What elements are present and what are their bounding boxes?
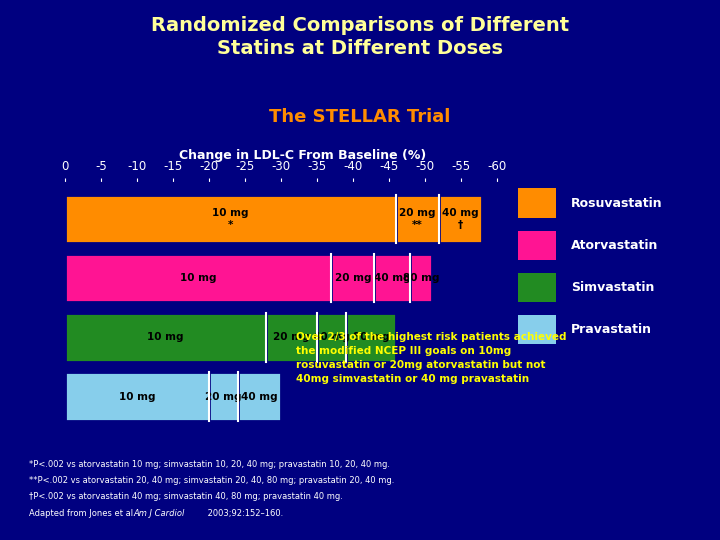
- Text: The STELLAR Trial: The STELLAR Trial: [269, 108, 451, 126]
- Bar: [238, 372, 281, 421]
- Text: 10 mg: 10 mg: [119, 392, 155, 402]
- Text: Change in LDL-C From Baseline (%): Change in LDL-C From Baseline (%): [179, 148, 426, 161]
- Text: 20 mg: 20 mg: [274, 333, 310, 342]
- Text: 2003;92:152–160.: 2003;92:152–160.: [205, 509, 284, 518]
- Bar: [65, 313, 266, 362]
- Bar: [518, 188, 556, 218]
- Text: Rosuvastatin: Rosuvastatin: [571, 197, 662, 210]
- Bar: [518, 273, 556, 302]
- Text: 40 mg
†: 40 mg †: [443, 208, 479, 230]
- Bar: [65, 372, 209, 421]
- Bar: [439, 195, 482, 244]
- Text: 40 mg: 40 mg: [374, 273, 410, 283]
- Text: Am J Cardiol: Am J Cardiol: [133, 509, 184, 518]
- Bar: [518, 315, 556, 344]
- Text: 80 mg: 80 mg: [403, 273, 439, 283]
- Bar: [410, 254, 432, 302]
- Text: Over 2/3 of the highest risk patients achieved
the modified NCEP III goals on 10: Over 2/3 of the highest risk patients ac…: [297, 332, 567, 383]
- Bar: [65, 254, 331, 302]
- Text: 20 mg
**: 20 mg **: [400, 208, 436, 230]
- Text: 20 mg: 20 mg: [205, 392, 241, 402]
- Text: 40 mg: 40 mg: [313, 333, 349, 342]
- Text: 10 mg: 10 mg: [180, 273, 216, 283]
- Text: *P<.002 vs atorvastatin 10 mg; simvastatin 10, 20, 40 mg; pravastatin 10, 20, 40: *P<.002 vs atorvastatin 10 mg; simvastat…: [29, 460, 390, 469]
- Bar: [65, 195, 396, 244]
- Text: **P<.002 vs atorvastatin 20, 40 mg; simvastatin 20, 40, 80 mg; pravastatin 20, 4: **P<.002 vs atorvastatin 20, 40 mg; simv…: [29, 476, 394, 485]
- Text: 40 mg: 40 mg: [241, 392, 277, 402]
- Text: 10 mg: 10 mg: [148, 333, 184, 342]
- Bar: [396, 195, 439, 244]
- Bar: [374, 254, 410, 302]
- Text: Adapted from Jones et al.: Adapted from Jones et al.: [29, 509, 138, 518]
- Bar: [209, 372, 238, 421]
- Text: †P<.002 vs atorvastatin 40 mg; simvastatin 40, 80 mg; pravastatin 40 mg.: †P<.002 vs atorvastatin 40 mg; simvastat…: [29, 492, 343, 502]
- Text: Atorvastatin: Atorvastatin: [571, 239, 658, 252]
- Text: 10 mg
*: 10 mg *: [212, 208, 248, 230]
- Text: Pravastatin: Pravastatin: [571, 323, 652, 336]
- Text: Simvastatin: Simvastatin: [571, 281, 654, 294]
- Bar: [346, 313, 396, 362]
- Text: 80 mg: 80 mg: [353, 333, 389, 342]
- Bar: [266, 313, 317, 362]
- Text: 20 mg: 20 mg: [335, 273, 371, 283]
- Bar: [317, 313, 346, 362]
- Bar: [518, 231, 556, 260]
- Text: Randomized Comparisons of Different
Statins at Different Doses: Randomized Comparisons of Different Stat…: [151, 16, 569, 58]
- Bar: [331, 254, 374, 302]
